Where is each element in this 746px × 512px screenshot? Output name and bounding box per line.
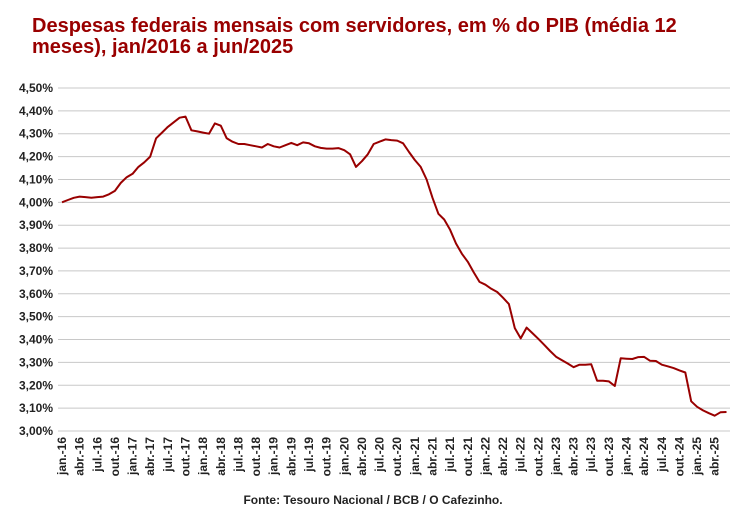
y-tick-label: 3,30% — [19, 355, 53, 369]
x-tick-label: out.-24 — [672, 437, 686, 477]
y-tick-label: 4,20% — [19, 150, 53, 164]
x-tick-label: out.-19 — [320, 437, 334, 477]
x-tick-label: jan.-17 — [126, 437, 140, 476]
source-note: Fonte: Tesouro Nacional / BCB / O Cafezi… — [243, 493, 503, 507]
x-tick-label: jan.-20 — [337, 437, 351, 476]
x-tick-label: abr.-22 — [496, 437, 510, 476]
x-tick-label: abr.-21 — [425, 437, 439, 476]
y-tick-label: 3,60% — [19, 287, 53, 301]
x-tick-label: out.-18 — [249, 437, 263, 477]
x-tick-label: jan.-21 — [408, 437, 422, 476]
y-tick-label: 3,40% — [19, 333, 53, 347]
x-tick-label: jan.-19 — [267, 437, 281, 476]
x-tick-label: jan.-23 — [549, 437, 563, 476]
y-axis-labels: 3,00% 3,10% 3,20% 3,30% 3,40% 3,50% 3,60% 3,70%… — [19, 81, 53, 438]
y-tick-label: 3,70% — [19, 264, 53, 278]
x-axis-labels: jan.-16 abr.-16 jul.-16 out.-16 jan.-17 abr.-… — [55, 437, 722, 477]
x-tick-label: abr.-19 — [284, 437, 298, 476]
x-tick-label: jul.-23 — [584, 437, 598, 473]
x-tick-label: out.-20 — [390, 437, 404, 477]
x-tick-label: abr.-23 — [567, 437, 581, 476]
x-tick-label: out.-21 — [461, 437, 475, 477]
x-tick-label: jan.-25 — [690, 437, 704, 476]
y-tick-label: 3,10% — [19, 401, 53, 415]
y-tick-label: 4,00% — [19, 195, 53, 209]
x-tick-label: jul.-20 — [373, 437, 387, 473]
x-tick-label: jul.-24 — [655, 437, 669, 473]
y-tick-label: 3,80% — [19, 241, 53, 255]
y-tick-label: 4,50% — [19, 81, 53, 95]
y-tick-label: 4,10% — [19, 172, 53, 186]
y-tick-label: 4,30% — [19, 127, 53, 141]
x-tick-label: out.-17 — [178, 437, 192, 477]
x-tick-label: jan.-16 — [55, 437, 69, 476]
chart-title: Despesas federais mensais com servidores… — [32, 15, 677, 58]
x-tick-label: jul.-21 — [443, 437, 457, 473]
y-tick-label: 3,50% — [19, 310, 53, 324]
x-tick-label: abr.-18 — [214, 437, 228, 476]
x-tick-label: abr.-20 — [355, 437, 369, 476]
x-tick-label: jul.-18 — [231, 437, 245, 473]
x-tick-label: jul.-19 — [302, 437, 316, 473]
series-layer — [61, 115, 727, 417]
x-tick-label: out.-22 — [531, 437, 545, 477]
x-tick-label: jan.-22 — [478, 437, 492, 476]
y-tick-label: 3,90% — [19, 218, 53, 232]
x-tick-label: abr.-25 — [708, 437, 722, 476]
x-tick-label: abr.-24 — [637, 437, 651, 476]
y-tick-label: 3,20% — [19, 378, 53, 392]
x-tick-label: abr.-16 — [73, 437, 87, 476]
x-tick-label: jul.-17 — [161, 437, 175, 473]
gridlines — [58, 87, 730, 432]
y-tick-label: 3,00% — [19, 424, 53, 438]
x-tick-label: abr.-17 — [143, 437, 157, 476]
x-tick-label: jul.-22 — [514, 437, 528, 473]
x-tick-label: out.-16 — [108, 437, 122, 477]
series-line — [61, 115, 727, 417]
x-tick-label: jul.-16 — [90, 437, 104, 473]
x-tick-label: jan.-24 — [620, 437, 634, 476]
x-tick-label: jan.-18 — [196, 437, 210, 476]
x-tick-label: out.-23 — [602, 437, 616, 477]
y-tick-label: 4,40% — [19, 104, 53, 118]
